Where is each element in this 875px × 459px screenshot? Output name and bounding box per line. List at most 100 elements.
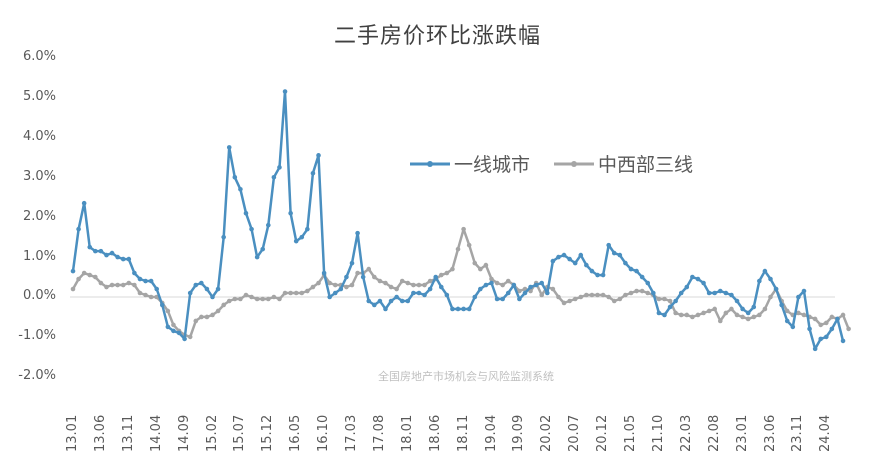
data-point-marker: [282, 290, 288, 296]
legend: 一线城市 中西部三线: [410, 150, 693, 177]
data-point-marker: [684, 284, 690, 290]
data-point-marker: [717, 288, 723, 294]
data-point-marker: [226, 298, 232, 304]
data-point-marker: [372, 274, 377, 280]
data-point-marker: [93, 274, 98, 280]
data-point-marker: [478, 286, 483, 292]
data-point-marker: [260, 246, 266, 252]
data-point-marker: [148, 294, 154, 300]
data-point-marker: [288, 210, 293, 216]
data-point-marker: [450, 266, 455, 272]
data-point-marker: [349, 260, 355, 266]
data-point-marker: [416, 290, 422, 296]
data-point-marker: [740, 306, 745, 312]
data-point-marker: [673, 310, 678, 316]
data-point-marker: [628, 266, 634, 272]
data-point-marker: [360, 274, 366, 280]
data-point-marker: [126, 280, 132, 286]
data-point-marker: [405, 280, 411, 286]
data-point-marker: [517, 288, 522, 294]
y-tick-label: 2.0%: [22, 208, 56, 224]
data-point-marker: [243, 210, 249, 216]
data-point-marker: [316, 280, 321, 286]
data-point-marker: [545, 290, 550, 296]
data-point-marker: [628, 290, 634, 296]
data-point-marker: [784, 308, 790, 314]
data-point-marker: [478, 266, 483, 272]
data-point-marker: [645, 280, 651, 286]
data-point-marker: [578, 252, 584, 258]
data-point-marker: [572, 296, 578, 302]
data-point-marker: [171, 322, 176, 328]
data-point-marker: [701, 310, 706, 316]
data-point-marker: [762, 268, 768, 274]
legend-item-tier1: 一线城市: [410, 150, 530, 177]
data-point-marker: [712, 306, 717, 312]
data-point-marker: [109, 250, 115, 256]
data-point-marker: [221, 234, 226, 240]
data-point-marker: [472, 294, 478, 300]
data-point-marker: [489, 276, 494, 282]
data-point-marker: [332, 282, 338, 288]
data-point-marker: [656, 310, 662, 316]
data-point-marker: [757, 312, 762, 318]
data-point-marker: [500, 296, 505, 302]
data-point-marker: [232, 175, 238, 180]
data-point-marker: [729, 292, 734, 298]
data-point-marker: [327, 280, 332, 286]
data-point-marker: [399, 278, 405, 284]
data-point-marker: [238, 296, 243, 302]
chart-title: 二手房价环比涨跌幅: [333, 24, 541, 49]
data-point-marker: [277, 296, 282, 302]
data-point-marker: [411, 282, 416, 288]
data-point-marker: [723, 290, 729, 296]
data-point-marker: [199, 314, 204, 320]
data-point-marker: [238, 186, 243, 192]
data-point-marker: [690, 274, 695, 280]
data-point-marker: [611, 250, 617, 256]
data-point-marker: [695, 312, 701, 318]
data-point-marker: [611, 298, 617, 304]
data-point-marker: [137, 276, 143, 282]
data-point-marker: [556, 294, 561, 300]
data-point-marker: [372, 302, 377, 308]
data-point-marker: [366, 298, 372, 304]
data-point-marker: [366, 266, 372, 272]
data-point-marker: [829, 326, 835, 332]
data-point-marker: [187, 290, 193, 296]
data-point-marker: [768, 276, 773, 282]
data-point-marker: [751, 314, 757, 320]
data-point-marker: [751, 304, 757, 310]
data-point-marker: [796, 310, 801, 316]
data-point-marker: [87, 272, 93, 278]
y-tick-label: 5.0%: [22, 88, 56, 104]
data-point-marker: [427, 278, 433, 284]
data-point-marker: [310, 284, 316, 290]
data-point-marker: [266, 222, 271, 228]
data-point-marker: [734, 298, 740, 304]
data-point-marker: [277, 165, 282, 170]
data-point-marker: [500, 282, 505, 288]
data-point-marker: [260, 296, 266, 302]
y-tick-label: 6.0%: [22, 49, 56, 64]
data-point-marker: [662, 312, 667, 318]
data-point-marker: [422, 282, 427, 288]
data-point-marker: [143, 292, 148, 298]
data-point-marker: [561, 300, 567, 306]
data-point-marker: [812, 316, 818, 322]
data-point-marker: [215, 286, 221, 292]
data-point-marker: [355, 270, 360, 276]
data-point-marker: [455, 246, 461, 252]
data-point-marker: [483, 262, 489, 268]
data-point-marker: [411, 290, 416, 296]
data-point-marker: [606, 242, 611, 248]
data-point-marker: [600, 272, 606, 278]
data-point-marker: [249, 294, 254, 300]
data-point-marker: [595, 292, 600, 298]
data-point-marker: [132, 270, 137, 276]
y-tick-label: 0.0%: [22, 288, 56, 304]
data-point-marker: [349, 282, 355, 288]
data-point-marker: [221, 302, 226, 308]
data-point-marker: [327, 294, 332, 300]
data-point-marker: [556, 254, 561, 260]
